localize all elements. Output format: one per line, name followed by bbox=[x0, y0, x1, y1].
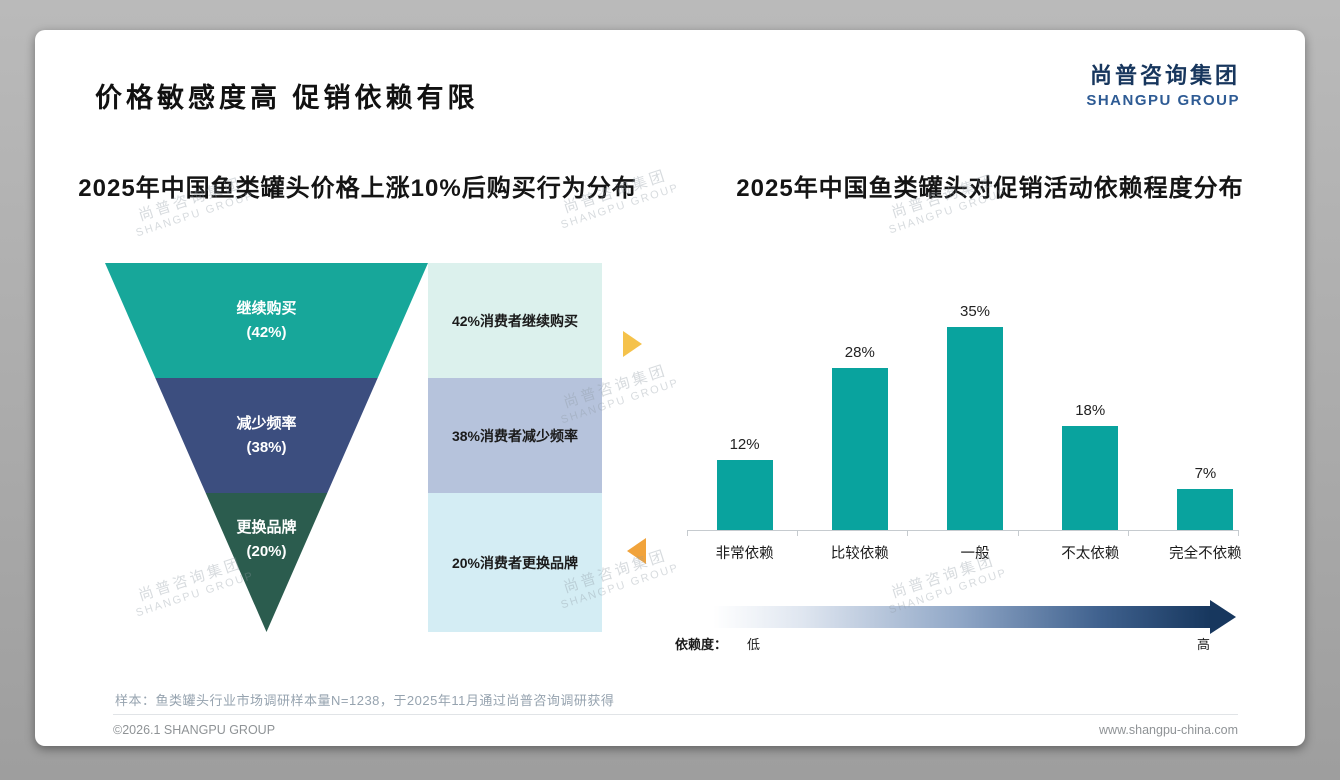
funnel-level-3-pct: (20%) bbox=[246, 542, 287, 560]
slide-card: 价格敏感度高 促销依赖有限 尚普咨询集团 SHANGPU GROUP 2025年… bbox=[35, 30, 1305, 746]
bar-group: 18% bbox=[1033, 288, 1148, 530]
axis-tick bbox=[1127, 531, 1129, 536]
funnel-annotation-1: 42%消费者继续购买 bbox=[428, 263, 602, 378]
bar bbox=[947, 327, 1003, 530]
arrow-left-icon bbox=[627, 538, 646, 564]
axis-tick bbox=[687, 531, 688, 536]
funnel-level-3-name: 更换品牌 bbox=[236, 519, 297, 537]
bar bbox=[831, 367, 888, 530]
arrow-right-icon bbox=[623, 331, 642, 357]
category-label: 一般 bbox=[960, 546, 990, 562]
page-title: 价格敏感度高 促销依赖有限 bbox=[95, 83, 479, 113]
axis-tick bbox=[1237, 531, 1239, 536]
funnel-annotations: 42%消费者继续购买 38%消费者减少频率 20%消费者更换品牌 bbox=[428, 263, 602, 632]
bar bbox=[716, 460, 773, 530]
footer-website: www.shangpu-china.com bbox=[1099, 723, 1238, 737]
axis-tick bbox=[797, 531, 799, 536]
funnel-level-2: 减少频率 (38%) bbox=[155, 378, 378, 493]
bar-chart-title: 2025年中国鱼类罐头对促销活动依赖程度分布 bbox=[736, 175, 1244, 202]
dependency-high-label: 高 bbox=[1197, 637, 1211, 652]
dependency-low-label: 低 bbox=[747, 637, 761, 652]
funnel-level-3: 更换品牌 (20%) bbox=[205, 493, 328, 632]
funnel-chart: 继续购买 (42%) 减少频率 (38%) 更换品牌 (20%) bbox=[105, 263, 428, 632]
logo-chinese-name: 尚普咨询集团 bbox=[1089, 63, 1240, 88]
footer-copyright: ©2026.1 SHANGPU GROUP bbox=[113, 723, 276, 737]
funnel-level-1-pct: (42%) bbox=[246, 323, 287, 341]
funnel-level-2-pct: (38%) bbox=[246, 438, 287, 456]
category-label: 比较依赖 bbox=[830, 546, 889, 562]
bar-value-label: 28% bbox=[844, 343, 875, 361]
dependency-gradient-arrow bbox=[713, 606, 1210, 628]
sample-note: 样本：鱼类罐头行业市场调研样本量N=1238，于2025年11月通过尚普咨询调研… bbox=[115, 693, 615, 708]
bar-group: 7% bbox=[1148, 288, 1263, 530]
bar-value-label: 35% bbox=[959, 303, 991, 320]
dependency-legend: 依赖度： 低 高 bbox=[675, 634, 1215, 653]
x-axis-ticks bbox=[687, 531, 1239, 536]
axis-tick bbox=[1017, 531, 1019, 536]
funnel-level-2-name: 减少频率 bbox=[236, 415, 297, 433]
bar-group: 35% bbox=[917, 288, 1032, 530]
funnel-annotation-3: 20%消费者更换品牌 bbox=[428, 493, 602, 632]
footer-divider bbox=[113, 714, 1238, 715]
bar bbox=[1062, 425, 1119, 530]
x-axis-labels: 非常依赖 比较依赖 一般 不太依赖 完全不依赖 bbox=[687, 542, 1263, 563]
dependency-arrow-head-icon bbox=[1210, 600, 1236, 634]
funnel-annotation-2: 38%消费者减少频率 bbox=[428, 378, 602, 493]
bar-value-label: 18% bbox=[1075, 401, 1106, 419]
x-axis-line bbox=[687, 530, 1239, 531]
axis-tick bbox=[907, 531, 909, 536]
bar-value-label: 12% bbox=[729, 436, 760, 454]
logo-english-name: SHANGPU GROUP bbox=[1086, 92, 1240, 109]
bar-group: 12% bbox=[687, 288, 802, 530]
bar-value-label: 7% bbox=[1194, 465, 1217, 483]
funnel-chart-title: 2025年中国鱼类罐头价格上涨10%后购买行为分布 bbox=[78, 175, 637, 202]
funnel-level-1-name: 继续购买 bbox=[236, 300, 297, 318]
bar-chart: 12% 28% 35% 18% 7% bbox=[687, 288, 1263, 530]
company-logo: 尚普咨询集团 SHANGPU GROUP bbox=[1086, 58, 1240, 109]
funnel-level-1: 继续购买 (42%) bbox=[105, 263, 428, 378]
category-label: 完全不依赖 bbox=[1169, 546, 1242, 562]
dependency-legend-label: 依赖度： bbox=[675, 637, 728, 652]
bar bbox=[1177, 489, 1234, 530]
category-label: 非常依赖 bbox=[715, 546, 774, 562]
bar-group: 28% bbox=[802, 288, 917, 530]
category-label: 不太依赖 bbox=[1061, 546, 1120, 562]
